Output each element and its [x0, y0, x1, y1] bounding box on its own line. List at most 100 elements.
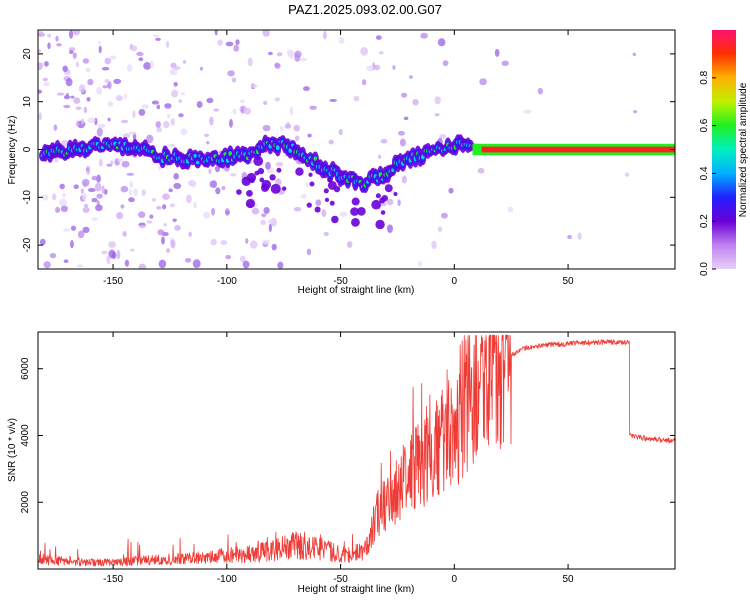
noise-blob: [122, 231, 127, 237]
noise-blob: [277, 52, 283, 57]
noise-blob: [260, 219, 266, 225]
noise-blob: [101, 66, 110, 71]
noise-blob: [96, 193, 103, 199]
ridge-blob: [236, 189, 242, 195]
noise-blob: [132, 110, 136, 119]
noise-blob: [170, 118, 175, 126]
noise-blob: [213, 108, 220, 112]
ridge-blob: [276, 167, 282, 173]
noise-blob: [87, 187, 96, 193]
snr-y-label: SNR (10 * v/v): [7, 418, 18, 482]
noise-blob: [173, 172, 179, 180]
noise-blob: [386, 198, 394, 206]
noise-blob: [39, 238, 46, 246]
ridge-blob: [254, 170, 260, 176]
ridge-blob: [249, 177, 255, 184]
noise-blob: [55, 35, 59, 42]
colorbar-tick-label: 0.2: [699, 214, 710, 228]
ridge-blob: [269, 174, 276, 181]
noise-blob: [230, 173, 237, 177]
noise-blob: [91, 175, 98, 181]
noise-blob: [338, 129, 343, 136]
noise-blob: [51, 193, 57, 201]
noise-blob: [73, 184, 79, 190]
noise-blob: [274, 63, 281, 69]
noise-blob: [366, 65, 374, 72]
noise-blob: [53, 124, 58, 131]
noise-blob: [104, 79, 110, 83]
noise-blob: [227, 70, 235, 77]
ridge-blob: [323, 188, 329, 194]
y-tick-label: -20: [22, 237, 33, 252]
ridge-blob: [375, 219, 385, 230]
noise-blob: [129, 181, 134, 189]
colorbar-tick-label: 0.6: [699, 118, 710, 132]
noise-blob: [275, 161, 284, 167]
noise-blob: [299, 57, 307, 62]
x-tick-label: 0: [452, 574, 458, 585]
noise-blob: [209, 181, 214, 188]
noise-blob: [75, 106, 82, 110]
noise-blob: [87, 78, 94, 86]
noise-blob: [78, 84, 86, 93]
noise-blob: [86, 96, 91, 102]
noise-blob: [225, 208, 230, 216]
noise-blob: [141, 104, 149, 109]
noise-blob: [173, 182, 182, 190]
noise-blob: [108, 241, 117, 248]
ridge-blob: [351, 218, 360, 227]
noise-blob: [116, 212, 124, 220]
noise-blob: [59, 198, 67, 207]
noise-blob: [346, 241, 353, 248]
noise-blob: [170, 239, 176, 249]
noise-blob: [381, 202, 387, 207]
noise-blob: [431, 240, 437, 250]
spectrogram-x-label: Height of straight line (km): [298, 285, 415, 296]
noise-blob: [321, 209, 327, 217]
noise-blob: [156, 104, 161, 110]
noise-blob: [624, 172, 630, 177]
ridge-band-inner: [481, 146, 675, 153]
noise-blob: [479, 78, 487, 86]
noise-blob: [96, 174, 101, 183]
noise-blob: [323, 231, 329, 236]
noise-blob: [174, 224, 181, 231]
noise-blob: [173, 81, 178, 87]
ridge-blob: [375, 193, 381, 199]
ridge-blob: [324, 197, 330, 203]
ridge-blob: [309, 181, 315, 187]
colorbar-tick-label: 0.8: [699, 70, 710, 84]
snr-panel: -150 -100 -50 0 50 2000 4000 6000 Height of st…: [7, 331, 676, 595]
noise-blob: [146, 220, 153, 224]
colorbar-ticks: 0.0 0.2 0.4 0.6 0.8: [699, 70, 716, 276]
noise-blob: [182, 59, 187, 64]
noise-blob: [96, 127, 103, 137]
noise-blob: [245, 238, 249, 244]
noise-blob: [209, 116, 214, 126]
noise-blob: [76, 120, 80, 127]
noise-blob: [129, 248, 135, 252]
noise-blob: [38, 62, 43, 71]
noise-blob: [106, 255, 111, 265]
noise-blob: [44, 60, 49, 67]
x-tick-label: -100: [217, 574, 237, 585]
noise-blob: [98, 158, 103, 167]
noise-blob: [59, 183, 65, 190]
snr-series-line: [38, 334, 675, 567]
colorbar-tick-label: 0.0: [699, 262, 710, 276]
noise-blob: [206, 141, 210, 145]
colorbar-bar: [712, 30, 736, 269]
spectrogram-y-label: Frequency (Hz): [7, 116, 18, 185]
ridge-blob: [329, 200, 335, 206]
colorbar-tick-label: 0.4: [699, 166, 710, 180]
noise-blob: [196, 100, 203, 108]
noise-blob: [178, 113, 184, 118]
noise-blob: [165, 40, 170, 49]
noise-blob: [82, 207, 90, 214]
noise-blob: [434, 113, 440, 117]
ridge-blob: [270, 183, 281, 194]
noise-blob: [271, 243, 277, 251]
noise-blob: [87, 117, 96, 124]
noise-blob: [339, 211, 348, 217]
